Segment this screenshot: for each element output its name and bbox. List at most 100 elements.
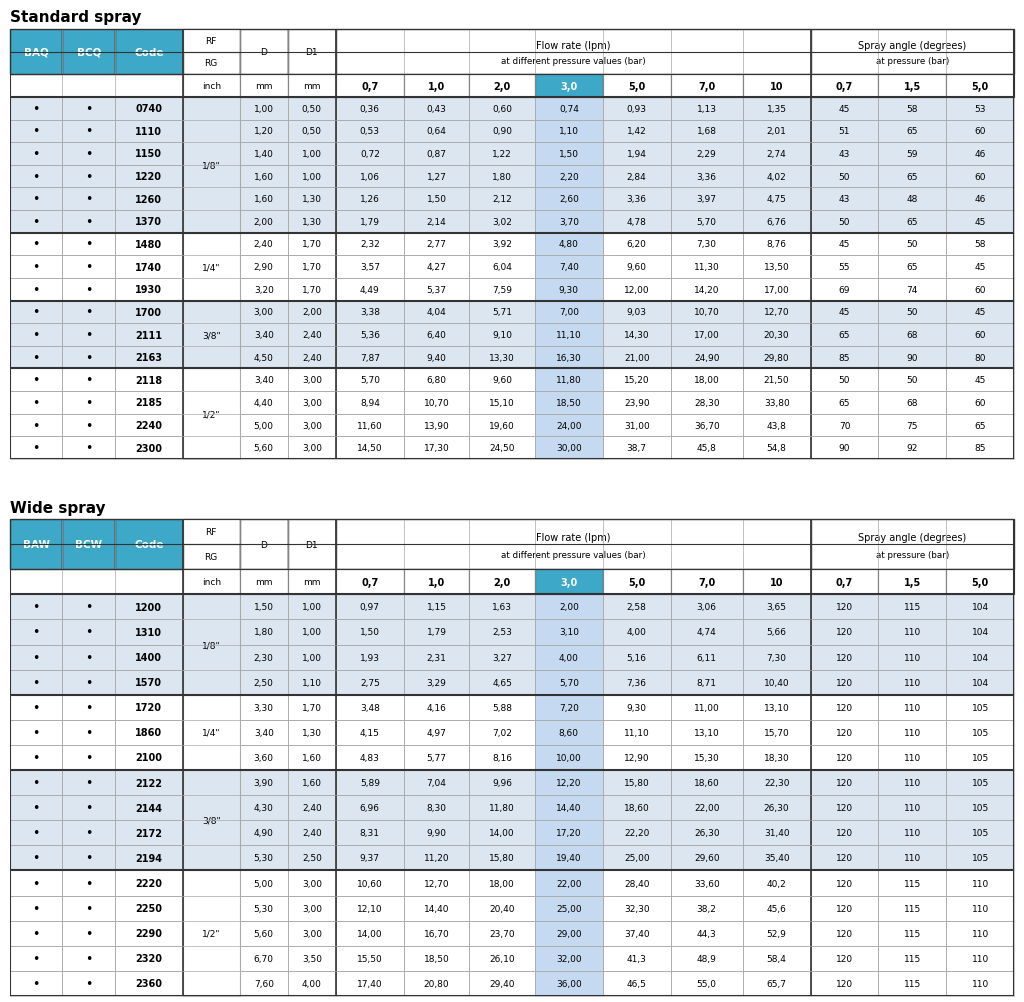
Text: 0,7: 0,7 <box>836 81 853 91</box>
Text: 5,16: 5,16 <box>627 653 647 662</box>
Text: 15,80: 15,80 <box>624 779 649 788</box>
Text: 3,30: 3,30 <box>254 703 273 712</box>
Bar <box>671 695 742 720</box>
Bar <box>946 143 1014 165</box>
Text: Code: Code <box>134 47 164 57</box>
Text: 5,30: 5,30 <box>254 854 273 863</box>
Bar <box>336 210 403 233</box>
Text: 2,00: 2,00 <box>302 308 322 317</box>
Text: 3,57: 3,57 <box>359 263 380 272</box>
Text: 3,40: 3,40 <box>254 331 273 340</box>
Text: 4,27: 4,27 <box>427 263 446 272</box>
Bar <box>10 771 62 796</box>
Text: 3,0: 3,0 <box>560 81 578 91</box>
Bar <box>469 279 535 302</box>
Text: 3,40: 3,40 <box>254 376 273 385</box>
Text: 10,40: 10,40 <box>764 678 790 687</box>
Text: 1,60: 1,60 <box>302 754 322 763</box>
Bar <box>946 369 1014 392</box>
Bar <box>742 392 811 414</box>
Bar <box>403 946 469 971</box>
Bar <box>603 414 671 437</box>
Text: 2,90: 2,90 <box>254 263 273 272</box>
Bar <box>240 971 288 996</box>
Text: 2,40: 2,40 <box>302 804 322 813</box>
Bar <box>62 347 115 369</box>
Text: BCQ: BCQ <box>77 47 101 57</box>
Bar <box>879 75 946 98</box>
Bar <box>671 720 742 745</box>
Text: 1,00: 1,00 <box>302 628 322 637</box>
Text: 9,10: 9,10 <box>493 331 512 340</box>
Bar <box>671 620 742 645</box>
Text: 51: 51 <box>839 127 850 136</box>
Bar <box>946 437 1014 460</box>
Text: 65: 65 <box>839 331 850 340</box>
Bar <box>535 896 603 921</box>
Text: 46: 46 <box>975 195 986 204</box>
Bar <box>946 695 1014 720</box>
Bar <box>879 921 946 946</box>
Text: at different pressure values (bar): at different pressure values (bar) <box>501 57 645 66</box>
Text: 90: 90 <box>839 444 850 453</box>
Text: •: • <box>33 902 40 915</box>
Bar <box>240 75 288 98</box>
Bar <box>879 745 946 771</box>
Text: 2,50: 2,50 <box>302 854 322 863</box>
Text: 6,80: 6,80 <box>427 376 446 385</box>
Bar <box>603 745 671 771</box>
Text: RG: RG <box>205 553 218 561</box>
Text: 5,0: 5,0 <box>628 81 645 91</box>
Text: 4,65: 4,65 <box>493 678 512 687</box>
Text: 3,60: 3,60 <box>254 754 273 763</box>
Bar <box>535 720 603 745</box>
Text: 7,40: 7,40 <box>559 263 579 272</box>
Text: 120: 120 <box>836 979 853 988</box>
Bar <box>671 369 742 392</box>
Bar <box>288 437 336 460</box>
Bar <box>742 143 811 165</box>
Bar <box>403 392 469 414</box>
Bar <box>946 871 1014 896</box>
Bar <box>603 324 671 347</box>
Bar <box>535 257 603 279</box>
Bar <box>403 796 469 821</box>
Bar <box>742 98 811 120</box>
Bar <box>742 369 811 392</box>
Text: 1/8": 1/8" <box>202 161 220 170</box>
Bar <box>10 120 62 143</box>
Text: 120: 120 <box>836 829 853 838</box>
Bar <box>10 257 62 279</box>
Text: 18,60: 18,60 <box>624 804 649 813</box>
Text: 1,79: 1,79 <box>427 628 446 637</box>
Text: 12,10: 12,10 <box>357 904 383 913</box>
Text: 25,00: 25,00 <box>624 854 649 863</box>
Bar <box>535 233 603 257</box>
Bar <box>288 645 336 670</box>
Bar <box>62 143 115 165</box>
Bar <box>183 570 240 595</box>
Text: 9,30: 9,30 <box>559 286 579 295</box>
Text: 29,40: 29,40 <box>489 979 515 988</box>
Bar <box>811 369 879 392</box>
Bar <box>336 771 403 796</box>
Text: 9,37: 9,37 <box>359 854 380 863</box>
Text: Flow rate (lpm): Flow rate (lpm) <box>536 41 610 51</box>
Text: 0,7: 0,7 <box>836 577 853 587</box>
Bar <box>288 519 336 570</box>
Bar <box>336 392 403 414</box>
Text: •: • <box>85 927 92 940</box>
Bar <box>336 302 403 324</box>
Bar <box>10 302 62 324</box>
Bar <box>469 324 535 347</box>
Text: 1,00: 1,00 <box>254 104 273 113</box>
Text: 2,84: 2,84 <box>627 172 646 181</box>
Bar <box>603 188 671 210</box>
Text: 52,9: 52,9 <box>767 929 786 938</box>
Bar <box>62 971 115 996</box>
Text: •: • <box>85 397 92 410</box>
Bar <box>240 30 288 75</box>
Bar <box>183 30 240 75</box>
Text: 4,80: 4,80 <box>559 240 579 249</box>
Text: 1,27: 1,27 <box>427 172 446 181</box>
